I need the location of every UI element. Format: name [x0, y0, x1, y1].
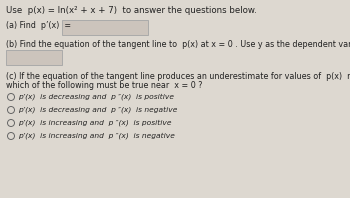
Text: p’(x)  is increasing and  p ″(x)  is positive: p’(x) is increasing and p ″(x) is positi…: [18, 119, 172, 126]
Text: p’(x)  is decreasing and  p ″(x)  is negative: p’(x) is decreasing and p ″(x) is negati…: [18, 106, 177, 113]
Text: (b) Find the equation of the tangent line to  p(x) at x = 0 . Use y as the depen: (b) Find the equation of the tangent lin…: [6, 40, 350, 49]
FancyBboxPatch shape: [6, 50, 62, 65]
Text: p’(x)  is decreasing and  p ″(x)  is positive: p’(x) is decreasing and p ″(x) is positi…: [18, 93, 174, 100]
Text: which of the following must be true near  x = 0 ?: which of the following must be true near…: [6, 81, 203, 90]
Text: p’(x)  is increasing and  p ″(x)  is negative: p’(x) is increasing and p ″(x) is negati…: [18, 132, 175, 139]
Text: (c) If the equation of the tangent line produces an underestimate for values of : (c) If the equation of the tangent line …: [6, 72, 350, 81]
Text: (a) Find  p’(x)  =: (a) Find p’(x) =: [6, 21, 71, 30]
FancyBboxPatch shape: [62, 19, 147, 34]
Text: Use  p(x) = ln(x² + x + 7)  to answer the questions below.: Use p(x) = ln(x² + x + 7) to answer the …: [6, 6, 257, 15]
